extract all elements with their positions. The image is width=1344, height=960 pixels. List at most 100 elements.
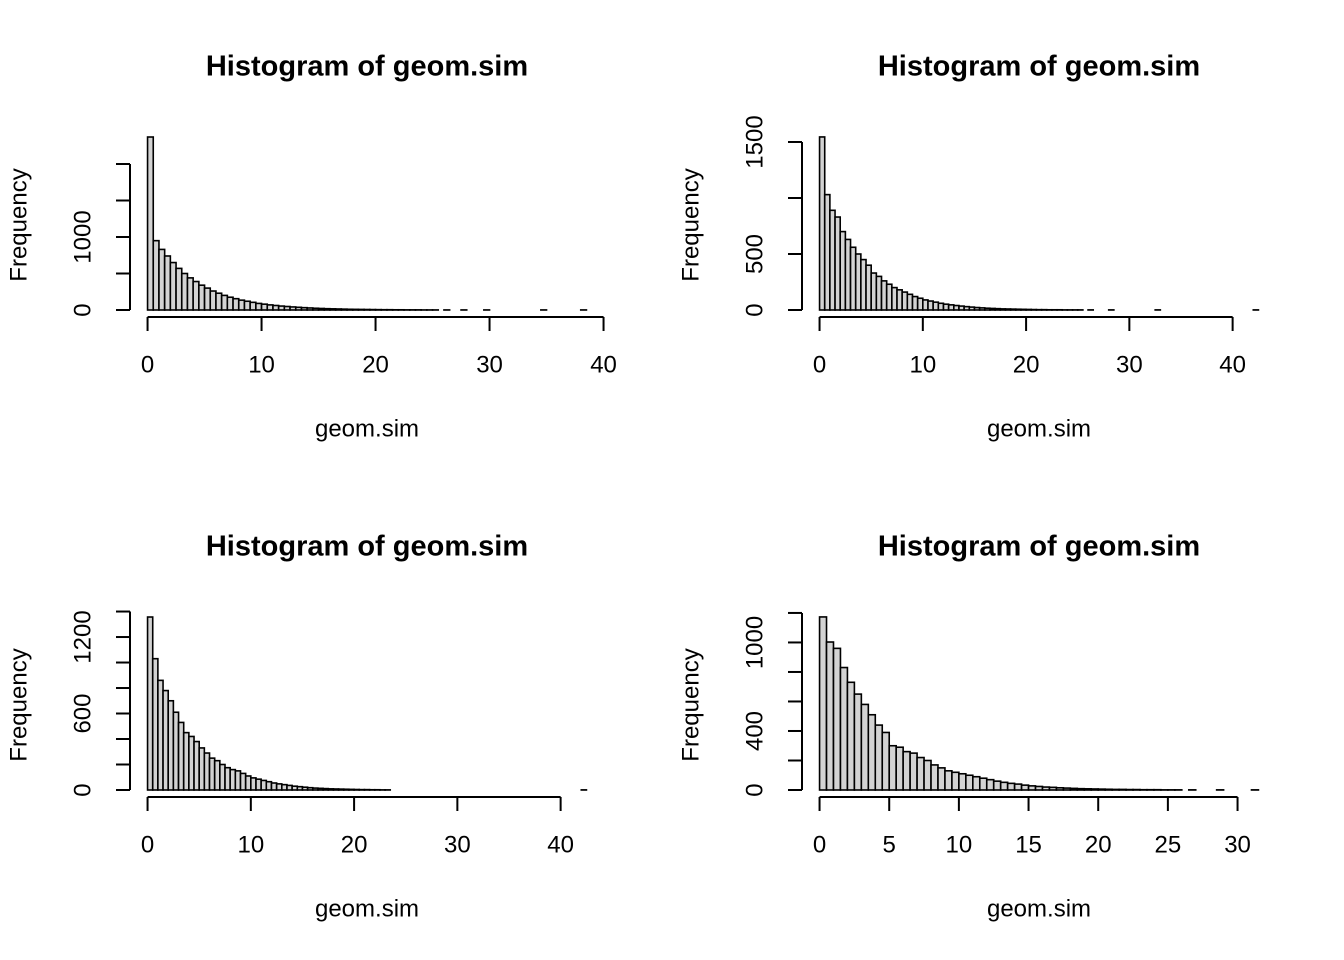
bar [832,647,842,791]
bar [351,308,360,311]
bar [860,703,870,791]
bar [255,302,263,311]
bar [909,752,918,791]
bar [209,290,217,311]
bar [277,305,286,311]
bar [965,774,974,791]
bar [306,307,314,311]
bar [1083,788,1093,791]
x-tick-label: 10 [237,831,264,858]
y-tick-label: 1200 [69,610,96,663]
x-tick-label: 30 [1116,351,1143,378]
bar [334,308,343,311]
bar [1006,782,1016,791]
bar [340,308,348,311]
bar [180,272,189,311]
y-tick-label: 1000 [69,210,96,263]
bar [867,713,877,791]
x-tick-label: 10 [909,351,936,378]
x-tick-label: 5 [883,831,896,858]
bar [237,299,246,311]
bar [944,770,953,791]
bar [226,296,234,311]
y-axis-label: Frequency [677,648,704,761]
x-tick-label: 25 [1155,831,1182,858]
bar [1090,788,1100,791]
bar [1034,785,1044,791]
x-axis-label: geom.sim [315,415,419,442]
y-tick-label: 0 [69,303,96,316]
bar [203,287,212,311]
bar [853,693,863,791]
bar [825,641,835,791]
y-tick-label: 0 [69,783,96,796]
x-tick-label: 40 [1219,351,1246,378]
bar [958,772,967,791]
bar [972,775,981,791]
bar [312,307,320,311]
bar [1097,788,1106,791]
y-axis-label: Frequency [5,168,32,281]
x-tick-label: 30 [444,831,471,858]
y-tick-label: 600 [69,693,96,733]
bar [818,616,828,791]
bar [978,777,988,791]
bar [874,724,884,791]
bar [1062,787,1072,791]
x-tick-label: 0 [813,831,826,858]
bar [294,306,303,311]
x-tick-label: 30 [476,351,503,378]
bar [1076,787,1086,791]
bar [1048,786,1058,791]
bar [317,307,326,311]
x-tick-label: 20 [1013,351,1040,378]
x-tick-label: 10 [946,831,973,858]
bar [289,306,297,311]
bar [175,267,183,311]
x-tick-label: 0 [813,351,826,378]
bar [232,297,240,311]
bar [846,681,856,791]
bar [163,255,172,311]
x-tick-label: 10 [248,351,275,378]
bar [169,261,177,311]
bar [895,746,904,791]
y-tick-label: 1500 [741,115,768,168]
x-tick-label: 40 [590,351,617,378]
chart-title: Histogram of geom.sim [206,531,528,563]
bar [930,764,939,791]
bar [888,744,897,791]
bar [272,304,280,311]
bar [146,136,155,311]
bar [260,303,269,311]
bar [923,759,932,791]
bar [992,780,1002,791]
bar [999,781,1009,791]
y-tick-label: 500 [741,234,768,274]
bar [1069,787,1079,791]
x-tick-label: 20 [362,351,389,378]
bar [323,307,331,311]
x-axis-label: geom.sim [987,415,1091,442]
bar [346,308,354,311]
bar [357,308,365,311]
chart-panel: Histogram of geom.sim geom.sim Frequency 0 5… [677,531,1260,922]
y-tick-label: 0 [741,783,768,796]
chart-title: Histogram of geom.sim [878,51,1200,83]
bar [985,778,995,791]
bar [1111,788,1120,791]
chart-panel: Histogram of geom.sim geom.sim Frequency 0 1… [5,51,617,443]
bar [283,305,291,311]
bar [158,248,166,311]
bar [300,306,308,311]
bar [1041,786,1051,791]
bar [198,284,206,311]
bar [937,767,946,791]
y-tick-label: 1000 [741,616,768,669]
y-tick-label: 400 [741,711,768,751]
bar [1020,784,1030,791]
bar [1013,783,1023,791]
bar [152,239,160,311]
x-tick-label: 20 [1085,831,1112,858]
